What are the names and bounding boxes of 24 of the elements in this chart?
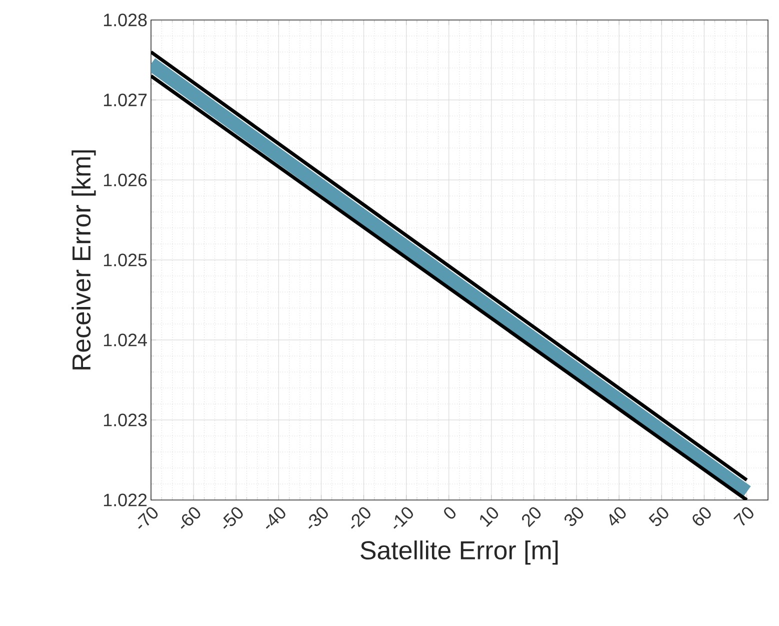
x-tick-label: -30 bbox=[308, 507, 328, 529]
x-tick-label: -60 bbox=[180, 507, 200, 529]
y-tick-label: 1.027 bbox=[104, 94, 147, 106]
x-tick-label: -50 bbox=[223, 507, 243, 529]
x-tick-label: -40 bbox=[266, 507, 286, 529]
x-tick-label: 70 bbox=[733, 507, 754, 526]
y-tick-label: 1.024 bbox=[104, 334, 147, 346]
y-axis-title: Receiver Error [km] bbox=[72, 150, 96, 370]
y-tick-label: 1.022 bbox=[104, 494, 147, 506]
x-tick-label: -70 bbox=[138, 507, 158, 529]
x-tick-label: -20 bbox=[350, 507, 370, 529]
x-tick-label: 40 bbox=[609, 507, 626, 526]
y-tick-label: 1.028 bbox=[104, 14, 147, 26]
y-tick-label: 1.023 bbox=[104, 414, 147, 426]
x-tick-label: 50 bbox=[648, 507, 668, 526]
y-tick-label: 1.025 bbox=[104, 254, 147, 266]
x-tick-label: 30 bbox=[564, 507, 584, 526]
x-axis-title: Satellite Error [m] bbox=[360, 540, 558, 565]
y-tick-label: 1.026 bbox=[104, 174, 147, 186]
x-tick-label: 10 bbox=[480, 507, 498, 527]
x-tick-label: 0 bbox=[444, 507, 456, 519]
x-tick-label: 60 bbox=[692, 507, 711, 526]
x-tick-label: -10 bbox=[394, 507, 413, 529]
x-tick-label: 20 bbox=[522, 507, 541, 528]
